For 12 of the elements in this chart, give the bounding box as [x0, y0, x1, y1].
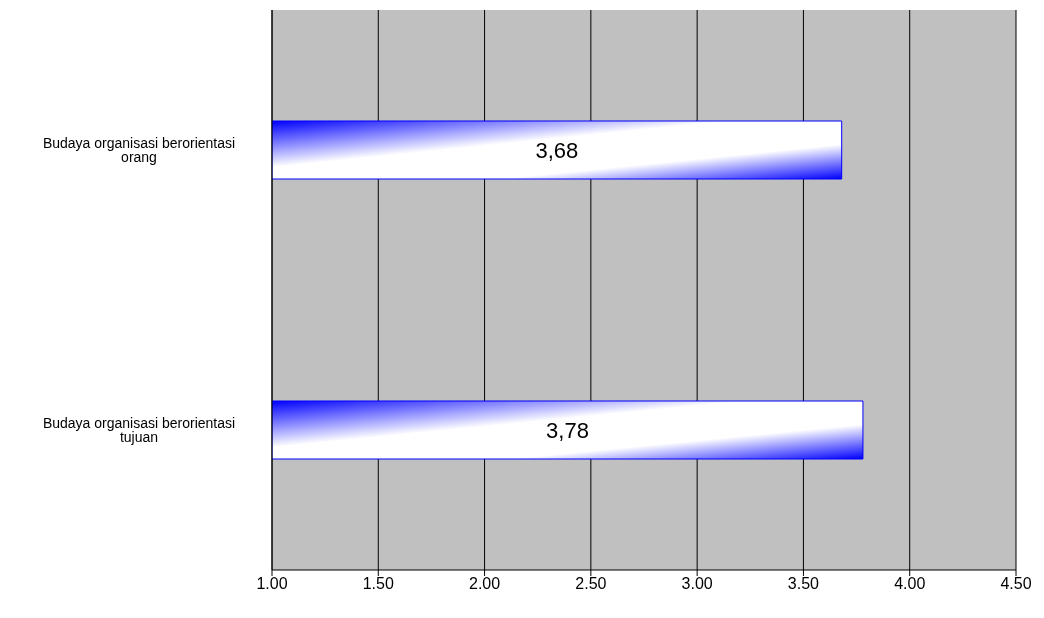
x-tick-label: 1.50 [362, 575, 394, 593]
x-tick-label: 1.00 [256, 575, 288, 593]
x-tick-label: 2.00 [469, 575, 501, 593]
data-label: 3,78 [546, 417, 589, 443]
y-tick-label: Budaya organisasi berorientasi orang [42, 134, 236, 165]
x-tick-label: 4.00 [894, 575, 926, 593]
x-tick-label: 2.50 [575, 575, 607, 593]
data-label: 3,68 [535, 137, 579, 163]
y-tick-label: Budaya organisasi berorientasi tujuan [42, 414, 236, 445]
x-tick-label: 3.50 [787, 575, 820, 593]
x-tick-label: 3.00 [681, 575, 713, 593]
x-tick-label: 4.50 [1000, 575, 1032, 593]
